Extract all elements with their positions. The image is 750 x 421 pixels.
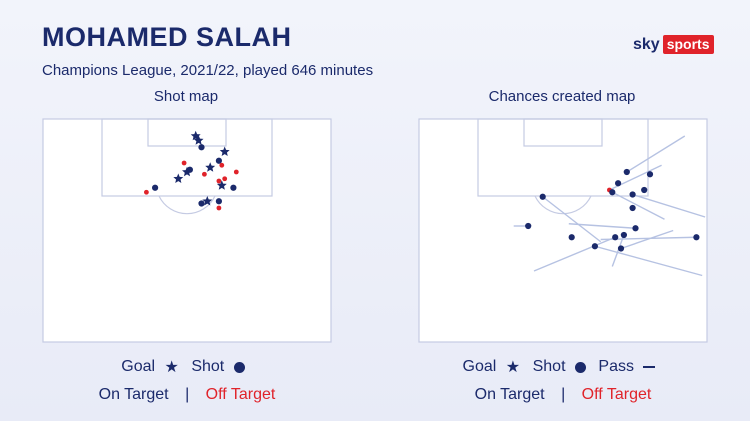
goal-star xyxy=(216,180,227,190)
goal-star xyxy=(205,162,216,172)
shot-dot-on-target xyxy=(629,191,636,198)
shot-dot-on-target xyxy=(693,234,700,241)
logo-sky-text: sky xyxy=(633,35,660,53)
legend-goal-label: Goal xyxy=(462,358,497,375)
shot-dot-on-target xyxy=(215,198,222,205)
pass-line xyxy=(568,223,636,229)
shot-dot-on-target xyxy=(617,245,625,252)
shot-dot-off-target xyxy=(181,160,187,166)
shot-map-pitch xyxy=(42,118,332,343)
shot-dot-on-target xyxy=(629,204,636,212)
page-title: MOHAMED SALAH xyxy=(42,22,292,52)
page-subtitle: Champions League, 2021/22, played 646 mi… xyxy=(42,62,374,79)
dot-icon xyxy=(574,361,586,373)
legend-on-target: On Target xyxy=(98,386,169,403)
shot-dot-on-target xyxy=(620,231,627,239)
chances-map-title: Chances created map xyxy=(488,88,636,105)
shot-dot-on-target xyxy=(623,168,630,176)
shot-dot-off-target xyxy=(216,178,222,184)
shot-dot-on-target xyxy=(568,234,575,241)
shot-dot-on-target xyxy=(632,225,639,232)
shot-dot-on-target xyxy=(198,144,205,151)
logo-sports-text: sports xyxy=(662,35,714,54)
goal-star xyxy=(193,135,204,145)
pass-line xyxy=(594,245,703,277)
shot-dot-on-target xyxy=(525,222,532,230)
shot-dot-on-target xyxy=(591,243,598,250)
legend-off-target: Off Target xyxy=(205,386,276,403)
shot-legend-symbols: Goal ★ Shot xyxy=(22,357,352,377)
shot-dot-off-target xyxy=(219,162,225,168)
legend-separator: | xyxy=(561,386,566,403)
six-yard-box xyxy=(523,118,603,147)
legend-on-target: On Target xyxy=(474,386,545,403)
goal-star xyxy=(173,173,184,183)
pass-line xyxy=(632,193,706,218)
star-icon: ★ xyxy=(164,359,179,376)
sky-sports-logo: sky sports xyxy=(633,35,714,54)
shot-map-title: Shot map xyxy=(153,88,219,105)
shot-dot-off-target xyxy=(222,176,228,182)
legend-shot-label: Shot xyxy=(532,358,566,375)
line-icon xyxy=(643,366,656,368)
pass-line xyxy=(620,229,674,250)
pass-line xyxy=(542,196,602,243)
shot-dot-on-target xyxy=(198,200,205,207)
pitch-outline xyxy=(418,118,708,343)
shot-dot-off-target xyxy=(202,171,207,177)
pass-line xyxy=(611,191,665,220)
goal-star xyxy=(202,196,213,206)
shot-legend-targets: On Target | Off Target xyxy=(22,386,352,404)
dot-icon xyxy=(233,361,245,373)
pitch-outline xyxy=(42,118,332,343)
legend-goal-label: Goal xyxy=(121,358,156,375)
shot-dot-off-target xyxy=(144,189,149,195)
shot-dot-on-target xyxy=(612,234,619,241)
shot-dot-on-target xyxy=(646,171,654,178)
legend-shot-label: Shot xyxy=(191,358,225,375)
legend-pass-label: Pass xyxy=(598,358,634,375)
six-yard-box xyxy=(147,118,227,147)
chances-legend-targets: On Target | Off Target xyxy=(398,386,728,404)
shot-dot-on-target xyxy=(152,184,159,191)
star-icon: ★ xyxy=(505,359,521,376)
shot-dot-off-target xyxy=(233,169,239,175)
pass-line xyxy=(626,135,686,173)
shot-dot-on-target xyxy=(186,166,193,173)
shot-dot-on-target xyxy=(215,157,222,164)
penalty-arc xyxy=(534,195,592,215)
penalty-arc xyxy=(158,195,216,215)
goal-star xyxy=(219,146,230,156)
chances-map-pitch xyxy=(418,118,708,343)
shot-dot-on-target xyxy=(641,186,648,194)
chances-legend-symbols: Goal ★ Shot Pass xyxy=(398,357,728,377)
pass-line xyxy=(611,234,625,267)
pass-line xyxy=(533,236,616,272)
shot-dot-off-target xyxy=(216,205,222,211)
shot-dot-on-target xyxy=(539,193,546,200)
shot-dot-on-target xyxy=(615,180,622,187)
goal-star xyxy=(182,166,192,177)
shot-dot-on-target xyxy=(609,189,616,196)
legend-off-target: Off Target xyxy=(581,386,652,403)
shot-dot-on-target xyxy=(230,184,237,191)
legend-separator: | xyxy=(185,386,190,403)
